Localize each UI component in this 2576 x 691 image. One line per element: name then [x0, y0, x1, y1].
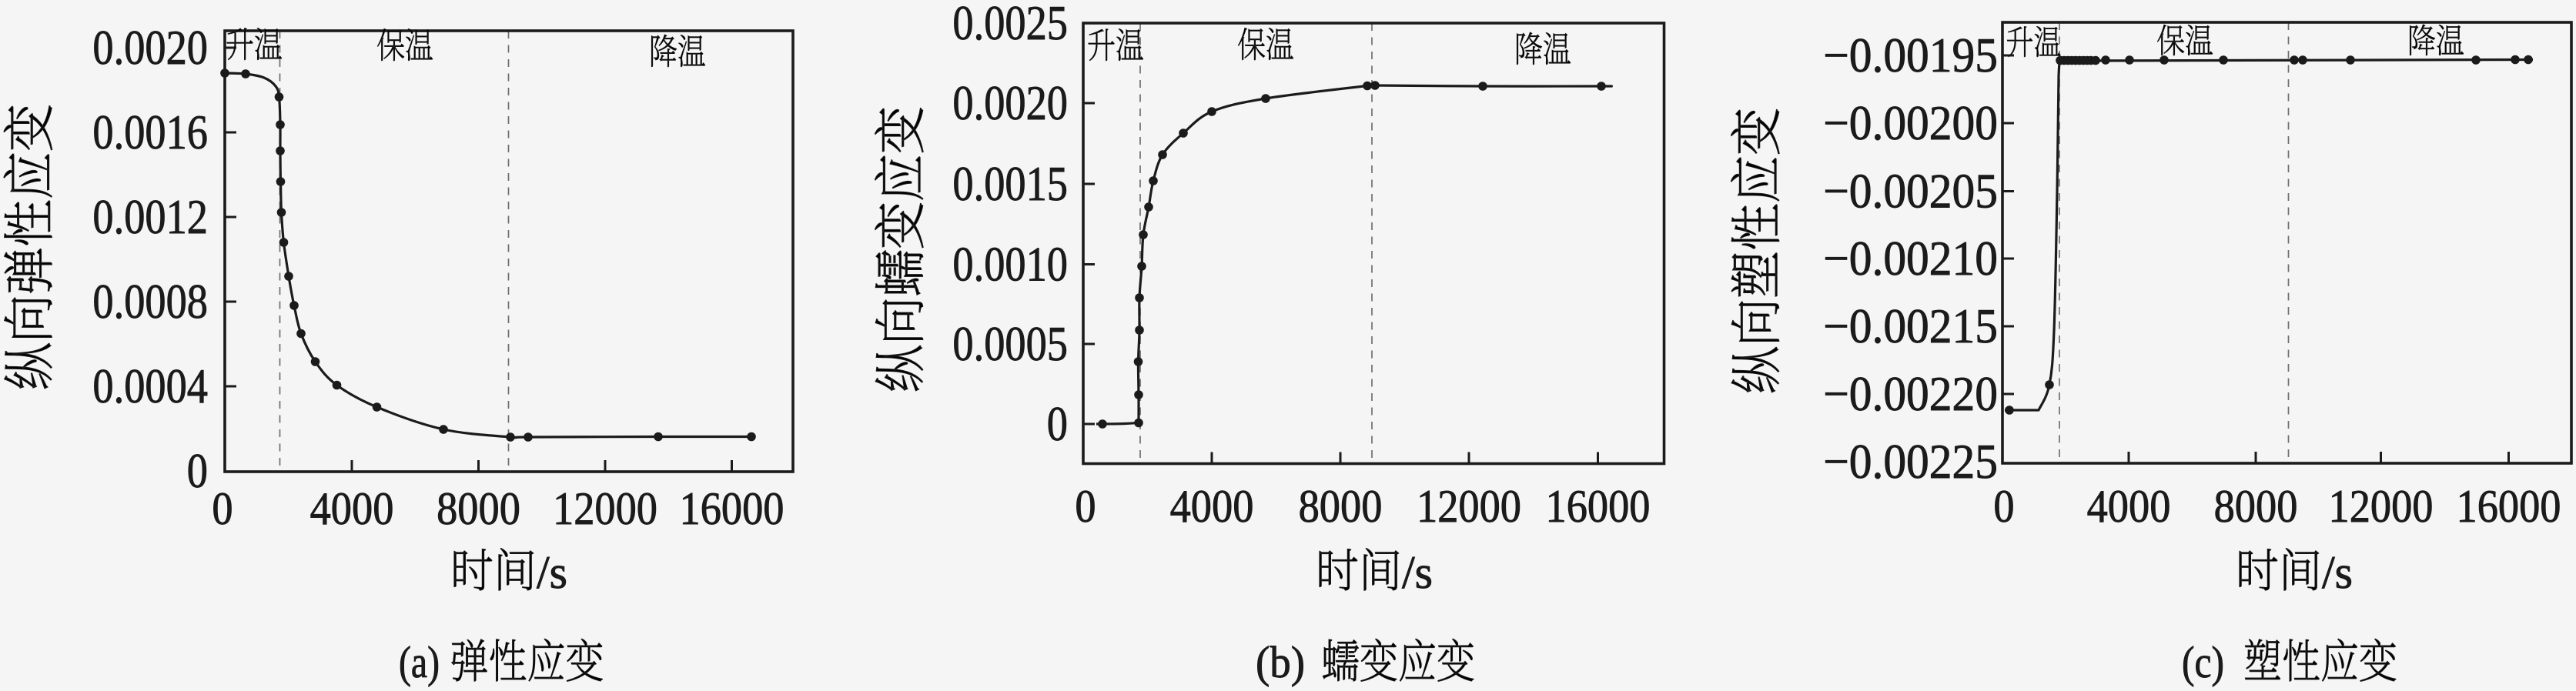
svg-text:4000: 4000: [310, 483, 394, 534]
svg-text:/s: /s: [537, 547, 567, 598]
svg-text:8000: 8000: [2214, 481, 2298, 532]
svg-text:−0.00225: −0.00225: [1823, 434, 1998, 489]
svg-text:0: 0: [212, 483, 233, 534]
svg-text:0.0012: 0.0012: [92, 189, 208, 244]
svg-text:12000: 12000: [2329, 481, 2434, 532]
svg-text:−0.00195: −0.00195: [1823, 28, 1998, 82]
svg-text:4000: 4000: [2087, 481, 2171, 532]
svg-text:0.0025: 0.0025: [952, 0, 1068, 50]
svg-text:0.0005: 0.0005: [952, 316, 1068, 371]
svg-text:16000: 16000: [680, 483, 785, 534]
svg-text:0: 0: [1993, 481, 2014, 532]
svg-text:0.0004: 0.0004: [92, 359, 208, 413]
svg-text:−0.00205: −0.00205: [1823, 164, 1998, 219]
svg-text:0.0016: 0.0016: [92, 105, 208, 159]
svg-text:(a): (a): [399, 637, 440, 687]
svg-text:0.0008: 0.0008: [92, 274, 208, 329]
svg-text:16000: 16000: [1546, 481, 1651, 532]
svg-text:(c): (c): [2182, 637, 2224, 687]
svg-text:8000: 8000: [1299, 481, 1383, 532]
svg-text:0: 0: [1047, 396, 1068, 451]
svg-text:0.0020: 0.0020: [92, 20, 208, 75]
svg-text:0.0020: 0.0020: [952, 75, 1068, 130]
svg-text:12000: 12000: [553, 483, 657, 534]
svg-text:(b): (b): [1256, 637, 1305, 687]
svg-text:/s: /s: [2322, 547, 2353, 598]
svg-text:8000: 8000: [437, 483, 520, 534]
svg-text:/s: /s: [1402, 547, 1433, 598]
svg-text:0.0010: 0.0010: [952, 237, 1068, 292]
svg-text:0: 0: [1075, 481, 1096, 532]
svg-text:−0.00200: −0.00200: [1823, 95, 1998, 150]
svg-text:−0.00215: −0.00215: [1823, 299, 1998, 353]
svg-text:12000: 12000: [1417, 481, 1521, 532]
svg-text:−0.00220: −0.00220: [1823, 366, 1998, 421]
svg-text:4000: 4000: [1170, 481, 1254, 532]
svg-text:0.0015: 0.0015: [952, 156, 1068, 211]
svg-text:16000: 16000: [2457, 481, 2561, 532]
svg-text:0: 0: [187, 443, 208, 498]
svg-text:−0.00210: −0.00210: [1823, 231, 1998, 285]
